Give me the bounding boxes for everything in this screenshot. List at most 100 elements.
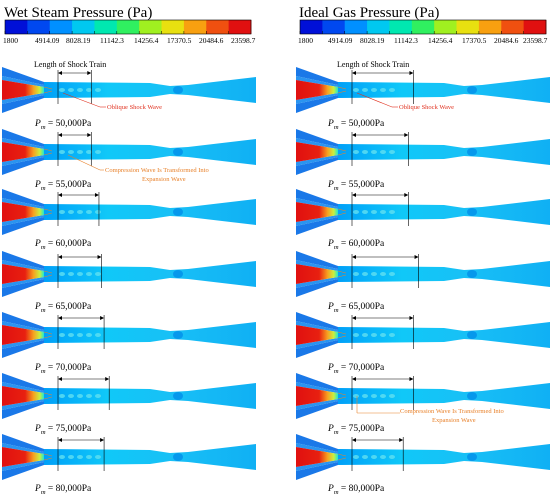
shock-cell xyxy=(86,394,92,398)
shock-cell xyxy=(59,272,65,276)
jet-boundary xyxy=(337,274,347,278)
throat-region xyxy=(173,392,183,400)
shock-cell xyxy=(371,394,377,398)
right-oblique-shock-label: Oblique Shock Wave xyxy=(399,104,454,111)
mixing-duct xyxy=(44,139,256,165)
shock-cell xyxy=(371,455,377,459)
right-condition-label-row2: Pm = 55,000Pa xyxy=(327,180,385,192)
shock-cell xyxy=(389,210,395,214)
upper-casing xyxy=(2,129,44,147)
arrow-head-left xyxy=(58,377,62,381)
shock-cell xyxy=(77,272,83,276)
right-colorbar xyxy=(299,19,547,35)
left-oblique-shock-label: Oblique Shock Wave xyxy=(107,104,162,111)
mixing-duct xyxy=(44,383,256,409)
mixing-duct xyxy=(44,261,256,287)
shock-cell xyxy=(77,150,83,154)
arrow-head-right xyxy=(100,438,105,442)
colorbar-swatch xyxy=(344,20,368,34)
jet-boundary xyxy=(43,453,53,457)
primary-nozzle xyxy=(296,447,338,467)
arrow-head-right xyxy=(97,255,102,259)
primary-nozzle xyxy=(2,202,44,222)
shock-cell xyxy=(353,333,359,337)
left-colorbar-tick: 1800 xyxy=(3,36,18,45)
shock-cell xyxy=(86,150,92,154)
throat-region xyxy=(467,392,477,400)
shock-cell xyxy=(353,455,359,459)
upper-inlet xyxy=(2,138,44,149)
shock-cell xyxy=(353,150,359,154)
arrow-head-left xyxy=(352,133,356,137)
jet-boundary xyxy=(43,90,53,94)
colorbar-swatch xyxy=(161,20,185,34)
right-condition-label-row5: Pm = 70,000Pa xyxy=(327,363,385,375)
primary-nozzle xyxy=(296,386,338,406)
right-colorbar-tick: 1800 xyxy=(298,36,313,45)
shock-cell xyxy=(86,333,92,337)
jet-boundary xyxy=(43,270,53,274)
arrow-head-left xyxy=(352,438,356,442)
left-shock-train-length-label: Length of Shock Train xyxy=(34,60,106,69)
upper-casing xyxy=(296,434,338,452)
arrow-head-right xyxy=(409,377,414,381)
right-colorbar-tick: 4914.09 xyxy=(328,36,353,45)
nozzle-row xyxy=(2,251,256,297)
shock-cell xyxy=(77,455,83,459)
primary-nozzle xyxy=(296,142,338,162)
upper-casing xyxy=(2,434,44,452)
lower-casing xyxy=(296,95,338,113)
lower-inlet xyxy=(296,460,338,471)
left-colorbar-tick: 14256.4 xyxy=(134,36,159,45)
nozzle-row xyxy=(296,251,550,297)
shock-cell xyxy=(362,150,368,154)
left-condition-label-row5: Pm = 70,000Pa xyxy=(34,363,92,375)
shock-cell xyxy=(371,272,377,276)
colorbar-frame xyxy=(299,19,547,35)
right-condition-label-row3: Pm = 60,000Pa xyxy=(327,239,385,251)
shock-cell xyxy=(389,394,395,398)
colorbar-swatch xyxy=(183,20,207,34)
shock-cell xyxy=(380,455,386,459)
left-oblique-leader xyxy=(62,92,101,108)
right-colorbar-tick: 23598.7 xyxy=(523,36,548,45)
upper-casing xyxy=(296,67,338,85)
jet-boundary xyxy=(337,208,347,212)
shock-cell xyxy=(68,333,74,337)
left-colorbar-tick: 23598.7 xyxy=(231,36,256,45)
shock-cell xyxy=(77,333,83,337)
jet-boundary xyxy=(43,457,53,461)
colorbar-swatch xyxy=(478,20,502,34)
arrow-head-left xyxy=(58,255,62,259)
mixing-duct xyxy=(338,261,550,287)
shock-cell xyxy=(68,455,74,459)
shock-cell xyxy=(68,88,74,92)
lower-inlet xyxy=(2,460,44,471)
colorbar-swatch xyxy=(456,20,480,34)
right-colorbar-tick: 8028.19 xyxy=(360,36,385,45)
shock-cell xyxy=(95,333,101,337)
shock-cell xyxy=(86,272,92,276)
shock-cell xyxy=(371,210,377,214)
upper-casing xyxy=(296,373,338,391)
shock-cell xyxy=(95,394,101,398)
right-colorbar-tick: 17370.5 xyxy=(462,36,487,45)
lower-inlet xyxy=(296,93,338,104)
nozzle-row xyxy=(296,312,550,358)
shock-cell xyxy=(362,394,368,398)
jet-boundary xyxy=(337,152,347,156)
arrow-head-left xyxy=(58,71,62,75)
throat-region xyxy=(467,208,477,216)
arrow-head-left xyxy=(352,255,356,259)
shock-cell xyxy=(362,88,368,92)
shock-cell xyxy=(59,394,65,398)
left-panel-title: Wet Steam Pressure (Pa) xyxy=(4,5,152,21)
left-condition-label-row7: Pm = 80,000Pa xyxy=(34,484,92,496)
upper-casing xyxy=(2,251,44,269)
arrow-head-left xyxy=(58,133,62,137)
nozzle-row xyxy=(2,434,256,480)
primary-nozzle xyxy=(2,80,44,100)
arrow-head-left xyxy=(58,316,62,320)
nozzle-row xyxy=(2,67,256,113)
lower-casing xyxy=(2,340,44,358)
